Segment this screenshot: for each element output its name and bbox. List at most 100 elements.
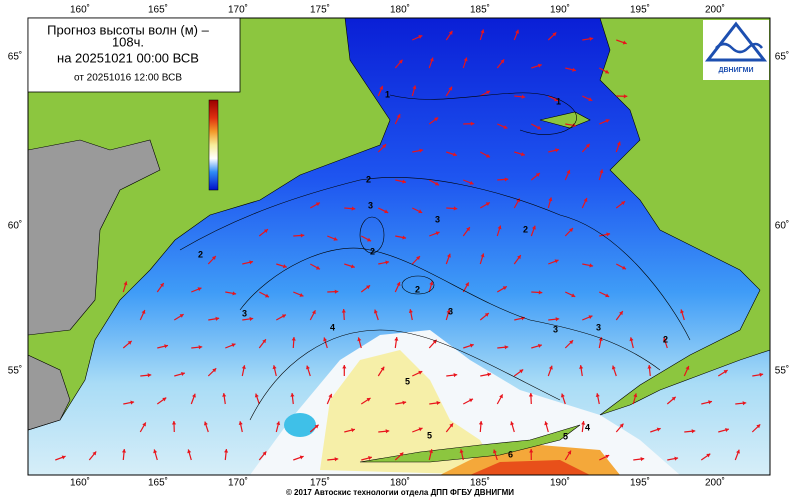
wave-arrow-head [736,449,740,454]
wave-arrow-head [605,293,610,298]
map-frame [27,17,771,476]
wave-arrow-head [502,286,507,290]
wave-arrow-head [323,337,328,342]
wave-arrow-head [459,449,464,454]
wave-arrow-head [398,59,403,64]
wave-arrow-head [434,181,439,186]
wave-arrow-head [619,423,624,428]
wave-arrow-head [680,309,685,314]
wave-arrow-head [164,344,168,349]
wave-arrow-head [478,421,483,425]
wave-arrow-head [503,125,508,129]
wave-arrow-head [640,457,645,462]
lon-label: 160˚ [70,4,90,16]
wave-arrow-head [341,309,346,313]
wave-arrow-head [291,337,296,341]
wave-arrow-head [418,209,423,214]
lat-label: 60˚ [775,220,789,232]
wave-arrow-head [606,232,611,237]
wave-arrow-head [428,449,433,454]
wave-arrow-head [470,121,475,126]
wave-arrow-head [350,264,355,269]
wave-arrow-head [402,235,407,240]
wave-arrow-head [517,255,521,260]
wave-arrow-head [519,369,524,374]
contour-label: 5 [405,376,410,386]
wave-arrow-head [130,400,135,405]
wave-arrow-head [429,57,434,62]
lon-label: 175˚ [310,4,330,16]
wave-arrow-head [685,365,690,370]
wave-arrow-head [555,317,560,322]
wave-arrow-head [480,29,485,34]
wave-arrow-head [366,398,371,402]
contour-label: 3 [242,308,247,318]
wave-arrow-head [515,29,519,34]
wave-arrow-head [446,309,451,314]
wave-arrow-head [756,424,761,429]
contour-label: 3 [596,322,601,332]
contour-label: 3 [368,200,373,210]
contour-label: 2 [366,174,371,184]
wave-arrow-head [328,393,333,398]
lon-label: 180˚ [390,4,410,16]
wave-arrow-head [656,427,661,432]
wave-arrow-head [538,290,543,295]
wave-arrow-head [452,152,457,157]
wave-arrow-head [453,373,458,378]
wave-arrow-head [554,259,559,264]
land [28,18,391,431]
wave-arrow-head [238,421,243,426]
lat-label: 65˚ [775,51,789,63]
wave-arrow-head [469,343,474,348]
wave-arrow-head [171,421,177,425]
wave-arrow-head [589,36,594,41]
wave-arrow-head [402,179,407,184]
wave-arrow-head [262,339,266,344]
wave-arrow-head [520,152,525,157]
graticule-labels: 160˚160˚165˚165˚170˚170˚175˚175˚180˚180˚… [8,4,789,489]
wave-arrow-head [537,343,542,348]
wave-arrow-head [674,456,679,461]
wave-arrow-head [412,85,417,90]
contour-label: 6 [508,449,513,459]
contour-label: 2 [198,249,203,259]
wave-arrow-head [480,253,485,258]
wave-arrow-head [123,281,128,286]
wave-arrow-head [299,455,304,460]
wave-arrow-head [249,260,254,265]
lon-label: 200˚ [705,4,725,16]
contour-label: 1 [385,89,390,99]
wave-arrow-head [465,282,469,287]
logo: ДВНИГМИ [703,20,769,80]
wave-arrow-head [504,177,509,182]
contour-label: 3 [553,324,558,334]
wave-arrow-head [691,429,696,434]
title: Прогноз высоты волн (м) – [47,22,209,37]
contour-label: 3 [435,214,440,224]
contour-label: 5 [563,431,568,441]
wave-arrow-head [419,148,424,153]
wave-arrow-head [588,315,593,320]
wave-arrow-head [408,309,413,313]
wave-arrow-head [671,396,676,401]
wave-arrow-head [434,117,439,122]
wave-arrow-head [197,287,202,292]
wave-arrow-head [232,291,237,296]
wave-arrow-head [402,400,407,405]
wave-arrow-head [379,85,384,90]
contour-label: 5 [427,430,432,440]
wave-arrow-head [647,365,652,369]
lon-label: 170˚ [228,4,248,16]
lat-label: 60˚ [8,220,22,232]
isolines [179,92,691,421]
wave-arrow-head [61,455,66,460]
wave-arrow-head [203,421,208,426]
wave-arrow-head [263,229,268,233]
contour-label: 3 [448,306,453,316]
wave-arrow-head [418,35,423,39]
wave-arrow-head [453,206,458,211]
land [599,18,770,416]
wave-arrow-head [469,398,474,403]
